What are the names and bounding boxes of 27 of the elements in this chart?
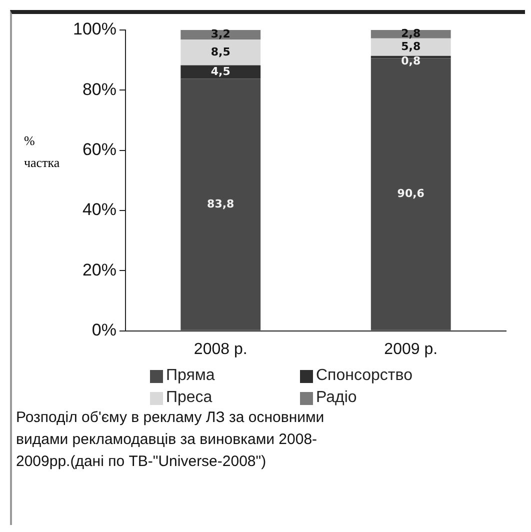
data-label: 0,8 <box>401 54 421 68</box>
y-tick-label: 0% <box>92 320 116 340</box>
y-tick-label: 100% <box>72 20 116 39</box>
y-tick-label: 80% <box>82 80 116 99</box>
data-label: 90,6 <box>397 187 425 200</box>
y-tick-label: 20% <box>82 260 116 280</box>
data-label: 8,5 <box>210 45 230 58</box>
data-label: 2,8 <box>401 27 421 40</box>
bar <box>180 65 261 79</box>
y-axis-title: % частка <box>24 132 61 172</box>
y-tick-label: 60% <box>82 140 116 160</box>
text: Розподіл об'єму в рекламу ЛЗ за основними видами рекламодавців за виновками 2008-2009рр.(дані по ТВ-"Universe-2008") <box>16 408 326 472</box>
y-tick-label: 40% <box>82 200 116 220</box>
bar <box>370 38 451 56</box>
bar <box>370 58 451 330</box>
data-label: 83,8 <box>207 197 234 210</box>
legend-label: Пряма <box>165 366 216 386</box>
legend-label: Преса <box>165 388 214 408</box>
legend-label: Радіо <box>315 388 358 408</box>
x-tick-label: 2008 р. <box>194 340 248 358</box>
bar <box>180 40 261 66</box>
data-label: 3,2 <box>210 28 230 41</box>
bar <box>180 78 261 330</box>
legend-label: Спонсорство <box>315 366 414 386</box>
data-label: 5,8 <box>401 40 421 54</box>
data-label: 4,5 <box>210 64 230 78</box>
x-tick-label: 2009 р. <box>384 340 438 358</box>
